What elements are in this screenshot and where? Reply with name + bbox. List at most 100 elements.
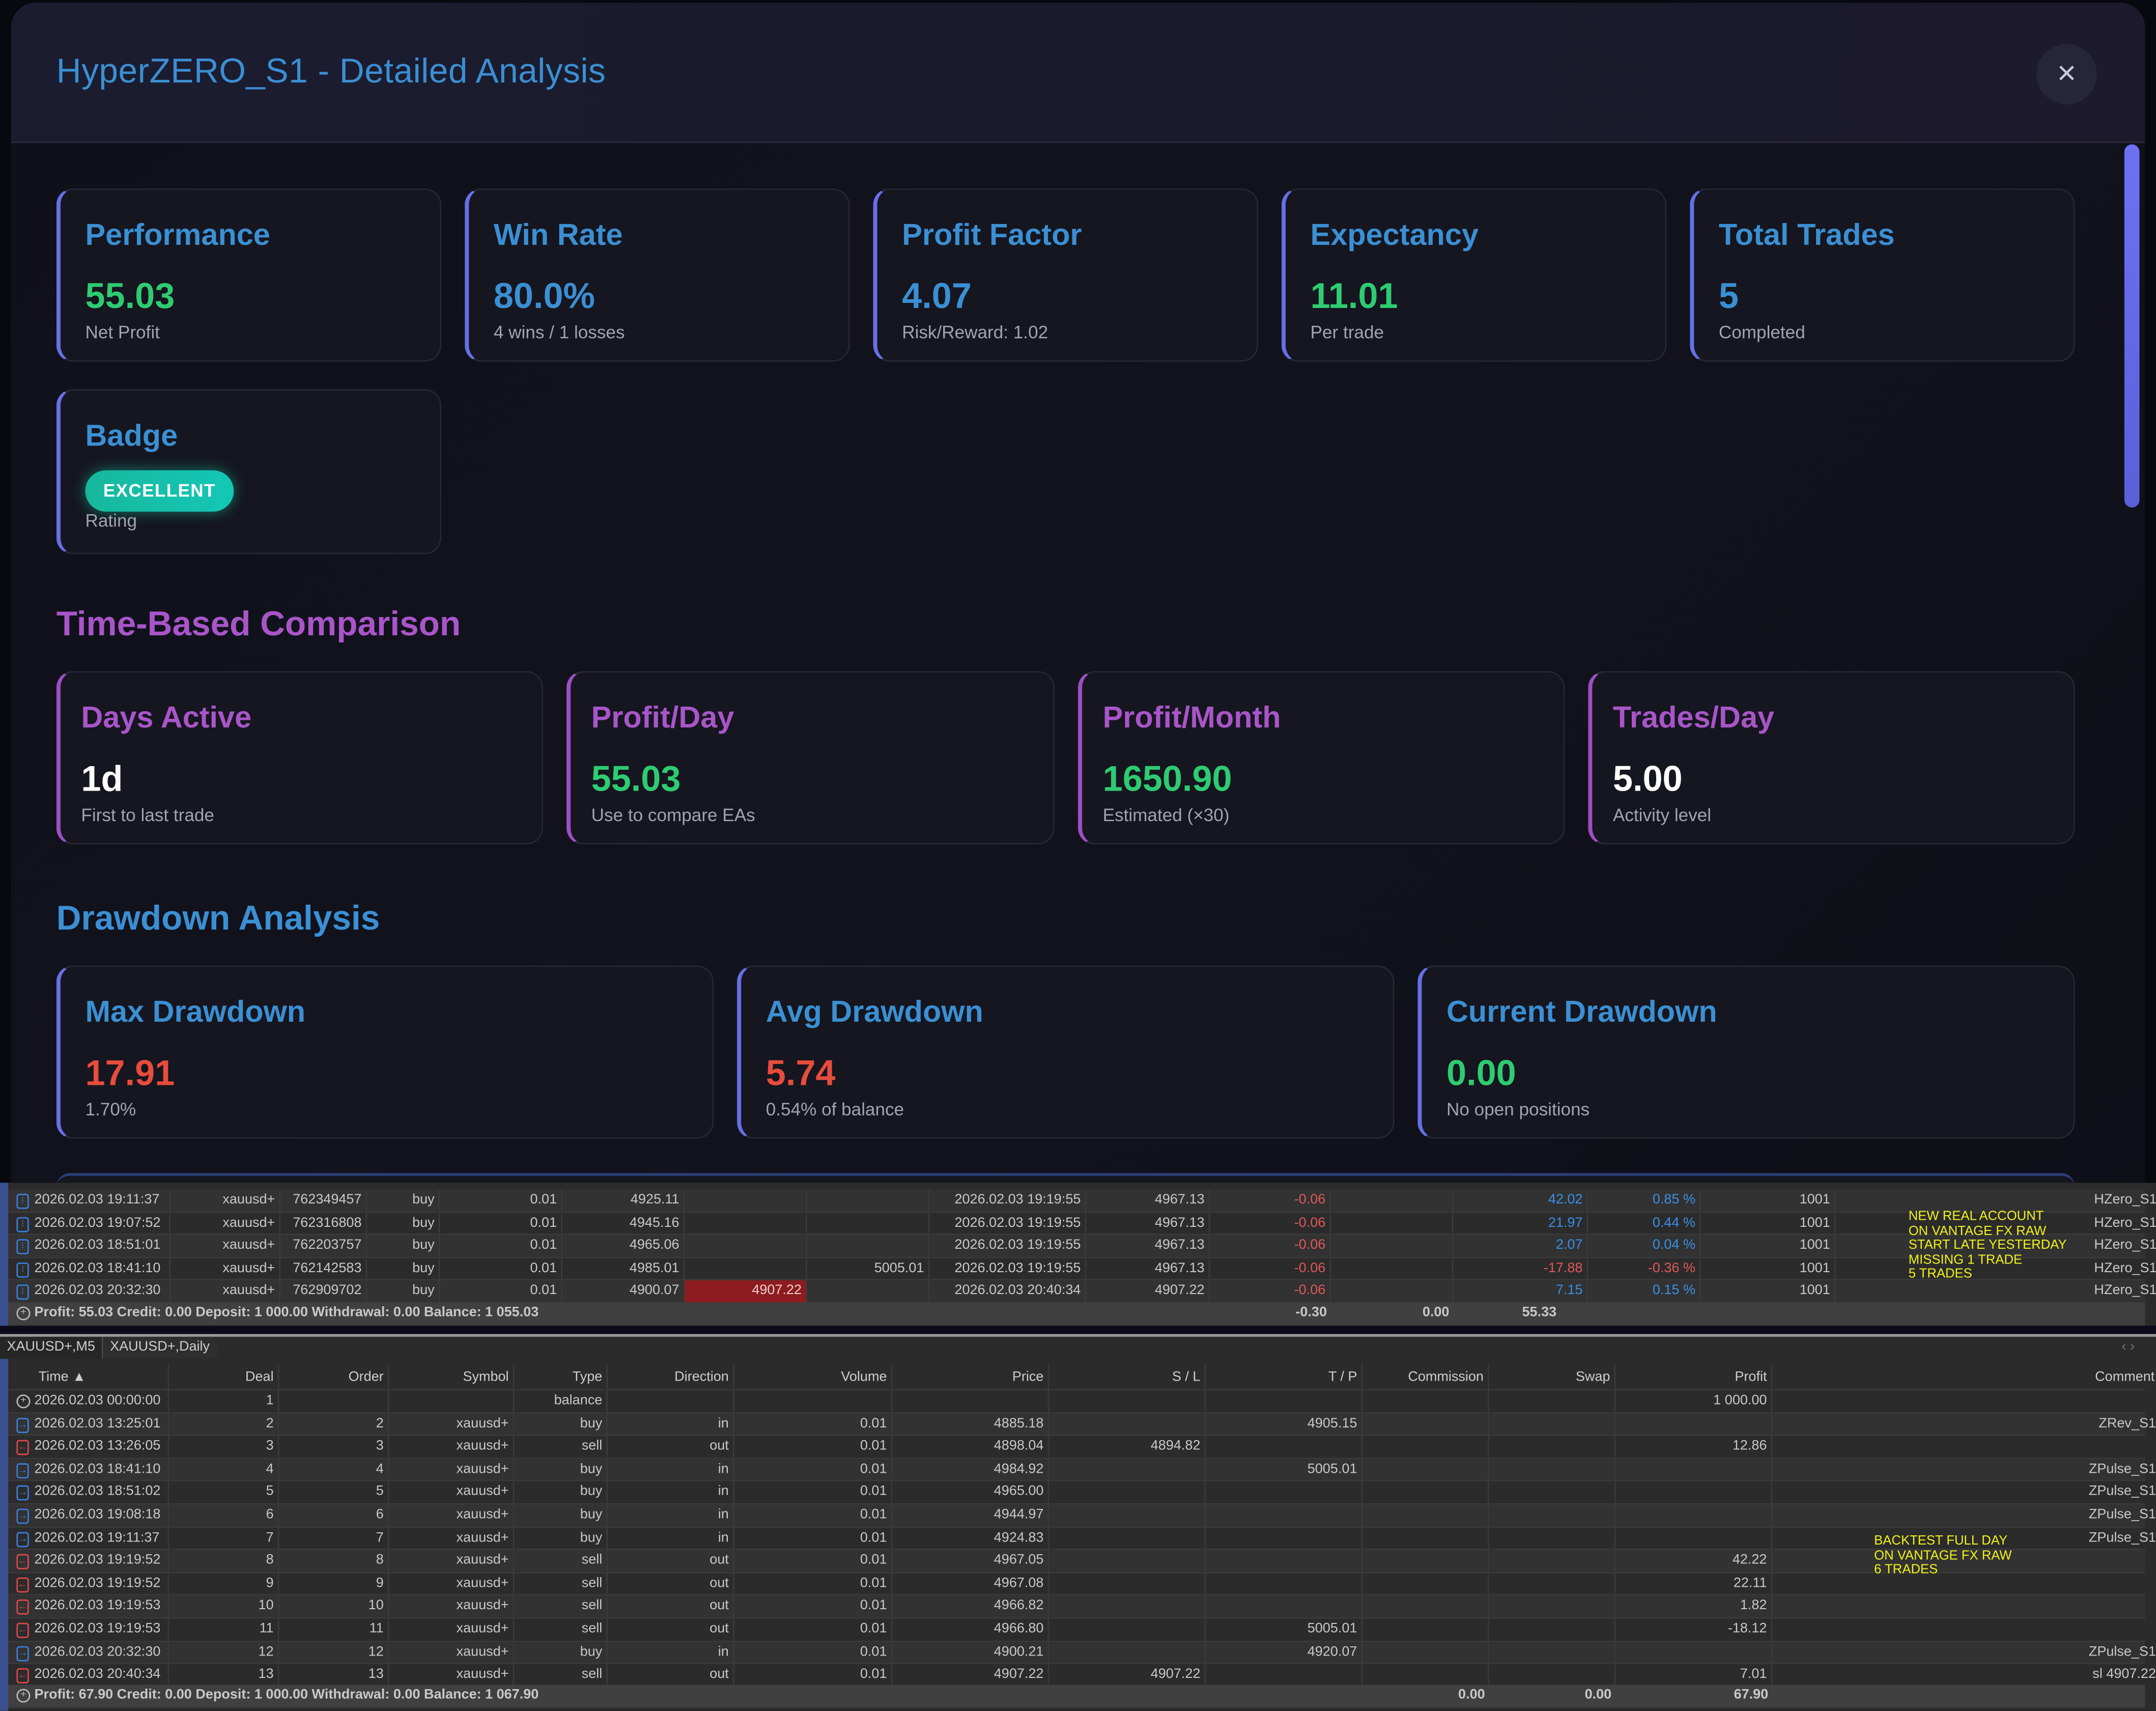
cell-time: 2026.02.03 19:19:52: [30, 1550, 169, 1572]
card-title: Win Rate: [493, 217, 623, 252]
table-row[interactable]: → 2026.02.03 18:51:02 5 5 xauusd+ buy in 0.01 49…: [0, 1481, 2156, 1505]
summary-text: Profit: 67.90 Credit: 0.00 Deposit: 1 00…: [34, 1687, 539, 1703]
table-row[interactable]: ← 2026.02.03 19:19:53 10 10 xauusd+ sell out 0.…: [0, 1595, 2145, 1619]
cell-symbol: xauusd+: [171, 1257, 281, 1279]
cell-commission: [1363, 1573, 1489, 1595]
card-title: Trades/Day: [1612, 700, 1775, 735]
cell-order: 10: [279, 1595, 389, 1617]
cell-volume: 0.01: [734, 1481, 893, 1503]
cell-profit: -17.88: [1454, 1257, 1588, 1279]
table-row[interactable]: ⁝ 2026.02.03 18:51:01 xauusd+ 762203757 buy 0…: [0, 1235, 2156, 1258]
cell-price: 4924.83: [892, 1527, 1049, 1549]
cell-stop-loss: [685, 1257, 807, 1279]
card-title: Total Trades: [1718, 217, 1895, 252]
scrollbar[interactable]: [2121, 144, 2142, 1241]
deal-out-icon: ←: [16, 1600, 29, 1615]
cell-commission: [1363, 1413, 1489, 1435]
cell-volume: 0.01: [734, 1413, 893, 1435]
card-subtitle: 4 wins / 1 losses: [493, 322, 625, 343]
table-row[interactable]: ⁝ 2026.02.03 18:41:10 xauusd+ 762142583 buy 0…: [0, 1257, 2156, 1281]
tab-xauusd-daily[interactable]: XAUUSD+,Daily: [103, 1336, 217, 1359]
table-row[interactable]: → 2026.02.03 19:11:37 7 7 xauusd+ buy in 0.01 49…: [0, 1527, 2156, 1551]
table-row[interactable]: ⁝ 2026.02.03 19:11:37 xauusd+ 762349457 buy 0…: [0, 1189, 2156, 1213]
column-header-swap[interactable]: Swap: [1489, 1364, 1616, 1389]
column-header-deal[interactable]: Deal: [169, 1364, 279, 1389]
cell-close-price: 4967.13: [1086, 1189, 1210, 1211]
cell-direction: out: [608, 1436, 734, 1458]
column-header-type[interactable]: Type: [514, 1364, 608, 1389]
tab-scroll-arrows-icon[interactable]: ‹ ›: [2121, 1339, 2135, 1355]
column-header-price[interactable]: Price: [892, 1364, 1049, 1389]
column-header-time[interactable]: Time ▲: [30, 1364, 169, 1389]
cell-take-profit: [807, 1280, 930, 1302]
cell-comment: ZPulse_S1: [2088, 1507, 2156, 1523]
cell-order: 9: [279, 1573, 389, 1595]
table-row[interactable]: → 2026.02.03 20:32:30 12 12 xauusd+ buy in 0.01…: [0, 1641, 2156, 1665]
cell-type: buy: [514, 1527, 608, 1549]
column-header-commission[interactable]: Commission: [1363, 1364, 1489, 1389]
cell-close-time: 2026.02.03 19:19:55: [929, 1235, 1087, 1256]
tab-xauusd-m5[interactable]: XAUUSD+,M5: [0, 1336, 103, 1359]
cell-take-profit: [1206, 1595, 1363, 1617]
cell-time: 2026.02.03 13:26:05: [30, 1436, 169, 1458]
scrollbar-thumb[interactable]: [2124, 144, 2140, 508]
cell-type: buy: [367, 1280, 440, 1302]
cell-direction: out: [608, 1595, 734, 1617]
cell-type: buy: [514, 1458, 608, 1480]
column-header-order[interactable]: Order: [279, 1364, 389, 1389]
table-row[interactable]: → 2026.02.03 19:08:18 6 6 xauusd+ buy in 0.01 49…: [0, 1504, 2156, 1528]
cell-time: 2026.02.03 19:19:52: [30, 1573, 169, 1595]
table-row[interactable]: → 2026.02.03 13:25:01 2 2 xauusd+ buy in 0.01 48…: [0, 1413, 2156, 1436]
cell-order: 7: [279, 1527, 389, 1549]
cell-commission: -0.06: [1210, 1280, 1331, 1302]
cell-close-price: 4967.13: [1086, 1212, 1210, 1234]
card-value: 0.00: [1446, 1052, 1516, 1093]
column-header-stop-loss[interactable]: S / L: [1049, 1364, 1206, 1389]
table-row[interactable]: ← 2026.02.03 19:19:52 8 8 xauusd+ sell out 0.01…: [0, 1550, 2145, 1573]
deal-in-icon: →: [16, 1417, 29, 1433]
table-row[interactable]: +2026.02.03 00:00:00 1 balance 1 000.00: [0, 1390, 2145, 1414]
table-row[interactable]: ⁝ 2026.02.03 20:32:30 xauusd+ 762909702 buy 0…: [0, 1280, 2156, 1303]
cell-close-price: 4907.22: [1086, 1280, 1210, 1302]
cell-direction: out: [608, 1664, 734, 1686]
cell-profit: 7.15: [1454, 1280, 1588, 1302]
summary-profit: 55.33: [1522, 1305, 1557, 1321]
table-row[interactable]: ← 2026.02.03 19:19:52 9 9 xauusd+ sell out 0.01…: [0, 1573, 2145, 1596]
cell-profit: 2.07: [1454, 1235, 1588, 1256]
column-header-symbol[interactable]: Symbol: [389, 1364, 515, 1389]
column-header-take-profit[interactable]: T / P: [1206, 1364, 1363, 1389]
cell-order: 12: [279, 1641, 389, 1663]
deal-in-icon: →: [16, 1508, 29, 1524]
column-header-comment[interactable]: Comment: [1772, 1364, 2156, 1389]
card-subtitle: Use to compare EAs: [591, 804, 755, 825]
table-row[interactable]: ⁝ 2026.02.03 19:07:52 xauusd+ 762316808 buy 0…: [0, 1212, 2156, 1235]
column-header-profit[interactable]: Profit: [1615, 1364, 1773, 1389]
table-row[interactable]: ← 2026.02.03 19:19:53 11 11 xauusd+ sell out 0.…: [0, 1618, 2145, 1642]
table-row[interactable]: ← 2026.02.03 20:40:34 13 13 xauusd+ sell out 0.…: [0, 1664, 2156, 1688]
cell-take-profit: [1206, 1527, 1363, 1549]
close-button[interactable]: ×: [2036, 44, 2097, 105]
cell-type: buy: [367, 1235, 440, 1256]
cell-type: sell: [514, 1550, 608, 1572]
cell-price: 4966.80: [892, 1618, 1049, 1640]
card-value: 5.74: [765, 1052, 836, 1093]
cell-stop-loss: [1049, 1641, 1206, 1663]
summary-text: Profit: 55.03 Credit: 0.00 Deposit: 1 00…: [34, 1305, 539, 1321]
card-value: 55.03: [591, 758, 681, 799]
column-header-volume[interactable]: Volume: [734, 1364, 893, 1389]
cell-profit: 42.22: [1615, 1550, 1773, 1572]
table-row[interactable]: → 2026.02.03 18:41:10 4 4 xauusd+ buy in 0.01 49…: [0, 1458, 2156, 1482]
cell-magic: 1001: [1701, 1235, 1836, 1256]
deal-out-icon: ←: [16, 1622, 29, 1638]
cell-type: balance: [514, 1390, 608, 1412]
cell-commission: [1363, 1504, 1489, 1526]
cell-magic: 1001: [1701, 1212, 1836, 1234]
table-row[interactable]: ← 2026.02.03 13:26:05 3 3 xauusd+ sell out 0.01…: [0, 1436, 2145, 1459]
cell-stop-loss: [1049, 1573, 1206, 1595]
cell-commission: [1363, 1595, 1489, 1617]
cell-close-time: 2026.02.03 19:19:55: [929, 1189, 1087, 1211]
cell-stop-loss: 4907.22: [685, 1280, 807, 1302]
cell-symbol: xauusd+: [389, 1550, 515, 1572]
chart-tabs: XAUUSD+,M5 XAUUSD+,Daily ‹ ›: [0, 1334, 2156, 1359]
column-header-direction[interactable]: Direction: [608, 1364, 734, 1389]
